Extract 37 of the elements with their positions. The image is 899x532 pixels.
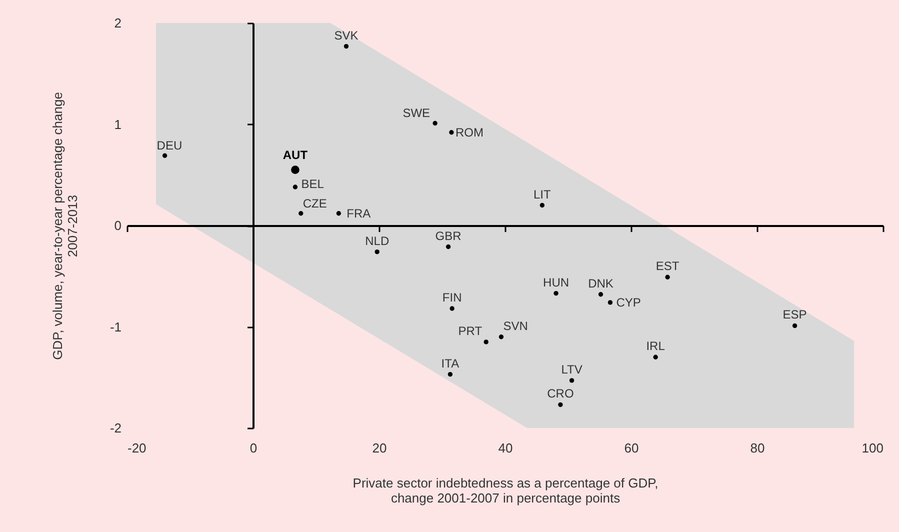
y-tick-label: -2: [110, 420, 122, 436]
annotation: LTV: [561, 362, 582, 376]
annotation: GBR: [435, 228, 462, 243]
annotation: SVN: [503, 318, 528, 333]
annotation: PRT: [458, 324, 483, 338]
annotation: ESP: [782, 308, 807, 322]
annotation: SWE: [402, 106, 430, 120]
annotation: ITA: [441, 356, 460, 370]
annotation: EST: [656, 259, 680, 274]
x-tick-label: 0: [250, 440, 258, 456]
annotation: ROM: [455, 125, 484, 140]
annotation: LIT: [534, 187, 552, 202]
x-tick-label: -20: [128, 440, 146, 456]
annotation: SVK: [334, 28, 358, 42]
x-tick-label: 100: [862, 440, 884, 456]
y-tick-label: -1: [110, 319, 122, 334]
x-tick-label: 40: [498, 440, 513, 456]
annotation: CYP: [616, 295, 641, 310]
annotation: HUN: [543, 275, 570, 290]
x-tick-label: 60: [624, 440, 639, 456]
annotation: FIN: [442, 290, 462, 305]
y-axis-title: GDP, volume, year-to-year percentage change 2007-2013: [50, 92, 80, 360]
y-tick-label: 0: [114, 218, 122, 233]
annotation: DEU: [156, 138, 182, 153]
x-tick-label: 20: [372, 440, 387, 456]
annotation: BEL: [301, 177, 324, 192]
annotation: FRA: [346, 206, 371, 220]
annotation: NLD: [365, 234, 390, 248]
annotation: DNK: [588, 276, 614, 290]
x-tick-label: 80: [750, 440, 765, 456]
annotation: CZE: [302, 196, 327, 210]
y-tick-label: 1: [114, 116, 122, 132]
annotation: IRL: [646, 339, 666, 354]
y-tick-label: 2: [114, 16, 122, 30]
x-axis-title: Private sector indebtedness as a percentage of GDP, change 2001-2007 in percentage points: [352, 476, 658, 506]
annotation: CRO: [547, 386, 574, 401]
annotation: AUT: [282, 148, 308, 162]
